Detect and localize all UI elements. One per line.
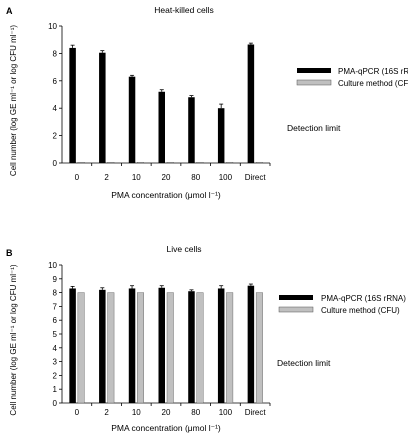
bar-culture xyxy=(166,161,174,164)
bar-pma-qpcr xyxy=(217,108,225,163)
x-tick-label: 10 xyxy=(132,408,141,417)
legend-swatch-pma-qpcr xyxy=(297,68,331,73)
chart-title: Heat-killed cells xyxy=(154,5,214,15)
y-tick-label: 10 xyxy=(48,22,57,31)
panel-label: B xyxy=(6,248,13,258)
bar-pma-qpcr xyxy=(158,91,165,163)
x-tick-label: 20 xyxy=(162,408,171,417)
bar-pma-qpcr xyxy=(247,44,255,164)
bar-culture xyxy=(137,161,144,164)
bar-culture xyxy=(255,161,263,164)
bar-culture xyxy=(77,292,85,404)
bar-culture xyxy=(77,161,85,164)
x-tick-label: 2 xyxy=(104,408,109,417)
x-tick-label: 20 xyxy=(162,173,171,182)
legend-swatch-culture xyxy=(278,306,314,313)
bar-pma-qpcr xyxy=(128,76,136,163)
x-axis-label: PMA concentration (μmol l⁻¹) xyxy=(111,423,221,433)
y-tick-label: 0 xyxy=(53,399,58,408)
legend-swatch-culture xyxy=(296,79,332,86)
legend-label-culture: Culture method (CFU) xyxy=(338,79,408,88)
y-tick-label: 6 xyxy=(53,316,58,325)
bar-culture xyxy=(255,292,263,404)
bar-pma-qpcr xyxy=(217,288,225,403)
y-axis-label: Cell number (log GE ml⁻¹ or log CFU ml⁻¹… xyxy=(9,264,18,415)
legend-label-culture: Culture method (CFU) xyxy=(321,306,400,315)
y-tick-label: 4 xyxy=(53,344,58,353)
y-tick-label: 2 xyxy=(53,371,58,380)
x-tick-label: Direct xyxy=(245,173,267,182)
x-tick-label: 2 xyxy=(104,173,109,182)
chart-title: Live cells xyxy=(167,244,202,254)
y-tick-label: 1 xyxy=(53,385,58,394)
bar-pma-qpcr xyxy=(188,97,195,163)
y-tick-label: 7 xyxy=(53,302,58,311)
bar-pma-qpcr xyxy=(69,47,76,163)
y-tick-label: 3 xyxy=(53,358,58,367)
x-tick-label: Direct xyxy=(245,408,267,417)
panel-label: A xyxy=(6,6,13,16)
y-tick-label: 6 xyxy=(53,77,58,86)
legend-swatch-pma-qpcr xyxy=(279,295,313,300)
y-tick-label: 0 xyxy=(53,159,58,168)
bar-pma-qpcr xyxy=(188,291,195,403)
bar-culture xyxy=(166,292,174,404)
y-tick-label: 2 xyxy=(53,132,58,141)
bar-culture xyxy=(226,161,234,164)
x-tick-label: 0 xyxy=(75,408,80,417)
y-tick-label: 4 xyxy=(53,104,58,113)
bar-pma-qpcr xyxy=(69,288,76,403)
bar-culture xyxy=(107,292,115,404)
legend-label-pma-qpcr: PMA-qPCR (16S rRNA) xyxy=(338,67,408,76)
y-tick-label: 8 xyxy=(53,49,58,58)
bar-pma-qpcr xyxy=(99,289,106,403)
detection-limit-label: Detection limit xyxy=(287,123,341,133)
x-tick-label: 80 xyxy=(191,173,200,182)
legend-label-pma-qpcr: PMA-qPCR (16S rRNA) xyxy=(321,294,406,303)
bar-culture xyxy=(107,161,115,164)
x-tick-label: 80 xyxy=(191,408,200,417)
bar-pma-qpcr xyxy=(99,52,106,164)
bar-culture xyxy=(196,161,204,164)
y-tick-label: 5 xyxy=(53,330,58,339)
bar-pma-qpcr xyxy=(128,288,136,403)
detection-limit-label: Detection limit xyxy=(277,358,331,368)
y-tick-label: 8 xyxy=(53,289,58,298)
x-tick-label: 0 xyxy=(75,173,80,182)
x-tick-label: 10 xyxy=(132,173,141,182)
y-axis-label: Cell number (log GE ml⁻¹ or log CFU ml⁻¹… xyxy=(9,25,18,176)
bar-culture xyxy=(137,292,144,404)
x-tick-label: 100 xyxy=(219,173,233,182)
x-tick-label: 100 xyxy=(219,408,233,417)
y-tick-label: 10 xyxy=(48,261,57,270)
bar-culture xyxy=(196,292,204,404)
x-axis-label: PMA concentration (μmol l⁻¹) xyxy=(111,190,221,200)
bar-pma-qpcr xyxy=(247,285,255,403)
bar-pma-qpcr xyxy=(158,287,165,403)
bar-culture xyxy=(226,292,234,404)
y-tick-label: 9 xyxy=(53,275,58,284)
